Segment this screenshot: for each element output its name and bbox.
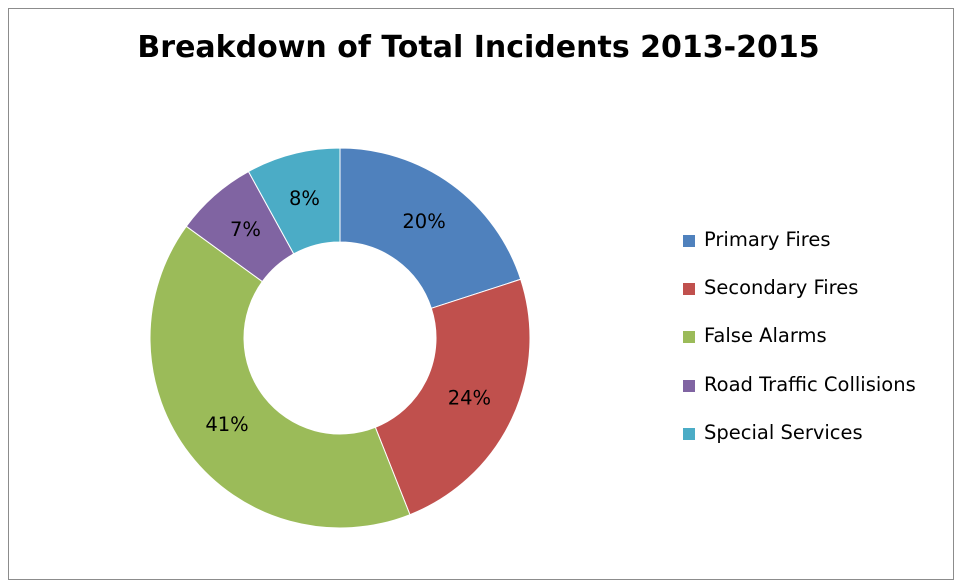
- slice-label: 7%: [230, 218, 261, 241]
- slice-false-alarms: [149, 225, 411, 529]
- legend-label: Secondary Fires: [704, 276, 859, 300]
- slice-special-services: [247, 147, 341, 255]
- legend-swatch: [683, 331, 695, 344]
- legend-label: Special Services: [704, 420, 863, 444]
- slice-labels: 20% 24% 41% 7% 8%: [205, 187, 491, 436]
- slice-label: 8%: [289, 187, 320, 210]
- slice-secondary-fires: [374, 278, 531, 516]
- legend-label: Road Traffic Collisions: [704, 372, 916, 396]
- legend-label: False Alarms: [704, 324, 827, 348]
- slice-label: 41%: [205, 413, 248, 436]
- legend-swatch: [683, 235, 695, 247]
- legend-swatch: [683, 427, 695, 440]
- legend-swatch: [683, 283, 695, 296]
- slice-primary-fires: [339, 147, 522, 309]
- slice-label: 24%: [448, 386, 491, 409]
- legend-swatch: [683, 379, 695, 392]
- chart-title: Breakdown of Total Incidents 2013-2015: [137, 30, 820, 65]
- legend-label: Primary Fires: [704, 228, 831, 251]
- doughnut-slices: [149, 147, 531, 529]
- slice-label: 20%: [402, 210, 445, 233]
